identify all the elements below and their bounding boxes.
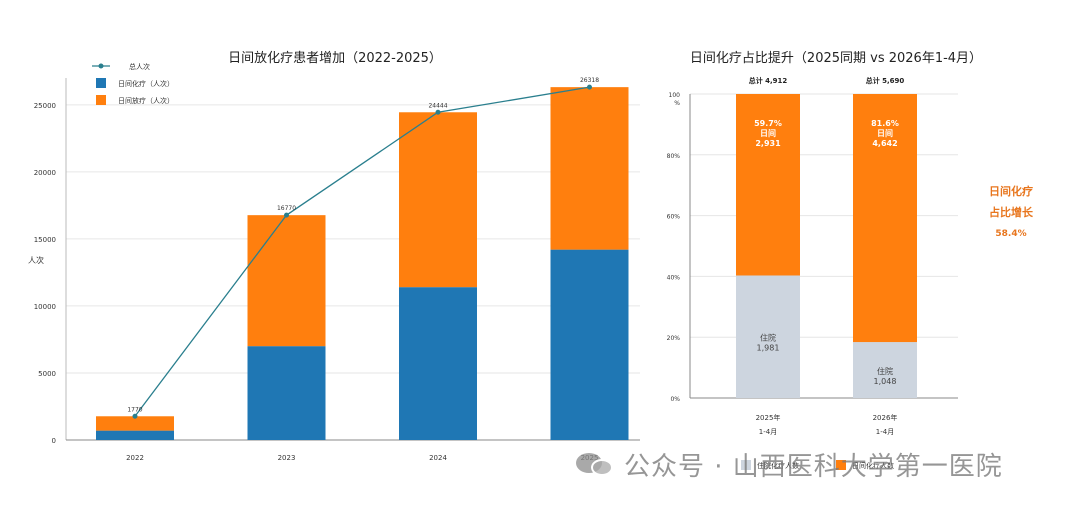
segment-label: 59.7%日间 2,931 <box>754 119 782 148</box>
watermark-text: 公众号 · 山西医科大学第一医院 <box>624 451 1003 482</box>
x-tick-label: 2024 <box>429 454 447 462</box>
bar-segment <box>550 87 629 250</box>
y-tick-label: 5000 <box>38 370 56 378</box>
legend-swatch <box>96 95 106 105</box>
bar-segment <box>736 94 800 276</box>
y-tick-label: 0 <box>52 437 56 445</box>
point-label: 1770 <box>127 406 142 413</box>
bar-segment <box>853 94 917 343</box>
y-tick-label: 15000 <box>34 236 56 244</box>
total-line <box>134 86 590 417</box>
bar-segment <box>550 249 629 440</box>
bar-segment <box>96 430 174 440</box>
bar-segment <box>247 346 326 440</box>
bar-segment <box>399 112 477 288</box>
legend-label: 日间化疗人数 <box>852 461 894 470</box>
x-tick-label: 2026年 1-4月 <box>873 413 898 436</box>
annotation-value: 58.4% <box>995 229 1026 239</box>
bar-segment <box>853 342 917 398</box>
annotation-text: 日间化疗 <box>989 184 1033 198</box>
bar-segment <box>247 215 326 347</box>
bar-segment <box>96 416 174 431</box>
segment-label: 81.6%日间 4,642 <box>871 119 899 148</box>
bar-segment <box>399 287 477 440</box>
legend-swatch <box>836 460 846 470</box>
y-tick-label: 20000 <box>34 169 56 177</box>
chart-title: 日间化疗占比提升（2025同期 vs 2026年1-4月） <box>690 50 982 66</box>
watermark: 公众号 · 山西医科大学第一医院 <box>576 446 1003 482</box>
segment-label: 住院 1,048 <box>874 366 897 386</box>
y-tick-label: 25000 <box>34 102 56 110</box>
annotation-text: 占比增长 <box>989 205 1034 219</box>
total-point <box>284 212 289 218</box>
segment-label: 住院 1,981 <box>757 333 780 353</box>
point-label: 24444 <box>428 102 447 109</box>
x-tick-label: 2023 <box>278 454 296 462</box>
legend-label: 日间放疗（人次） <box>118 96 174 105</box>
y-tick-label: 100% <box>669 92 681 107</box>
legend-label: 住院化疗人数 <box>757 461 799 470</box>
legend-label: 日间化疗（人次） <box>118 79 174 88</box>
y-tick-label: 10000 <box>34 303 56 311</box>
chart-title: 日间放化疗患者增加（2022-2025） <box>228 51 442 66</box>
y-tick-label: 80% <box>667 153 681 160</box>
total-point <box>587 84 592 90</box>
wechat-icon <box>576 449 616 479</box>
total-point <box>132 413 138 419</box>
y-tick-label: 60% <box>667 214 681 221</box>
y-tick-label: 0% <box>670 396 680 403</box>
x-tick-label: 2025年 1-4月 <box>756 413 781 436</box>
point-label: 26318 <box>580 77 599 84</box>
total-point <box>435 109 441 115</box>
legend-label: 总人次 <box>129 62 150 71</box>
y-tick-label: 40% <box>667 274 681 281</box>
legend-swatch <box>741 460 751 470</box>
y-tick-label: 20% <box>667 335 681 342</box>
total-label: 总计 4,912 <box>749 76 788 85</box>
y-axis-label: 人次 <box>28 255 44 265</box>
legend-swatch <box>96 78 106 88</box>
bar-segment <box>736 275 800 398</box>
x-tick-label: 2022 <box>126 454 144 462</box>
total-label: 总计 5,690 <box>866 76 905 85</box>
point-label: 16770 <box>277 205 296 212</box>
legend-line-marker <box>98 63 104 69</box>
